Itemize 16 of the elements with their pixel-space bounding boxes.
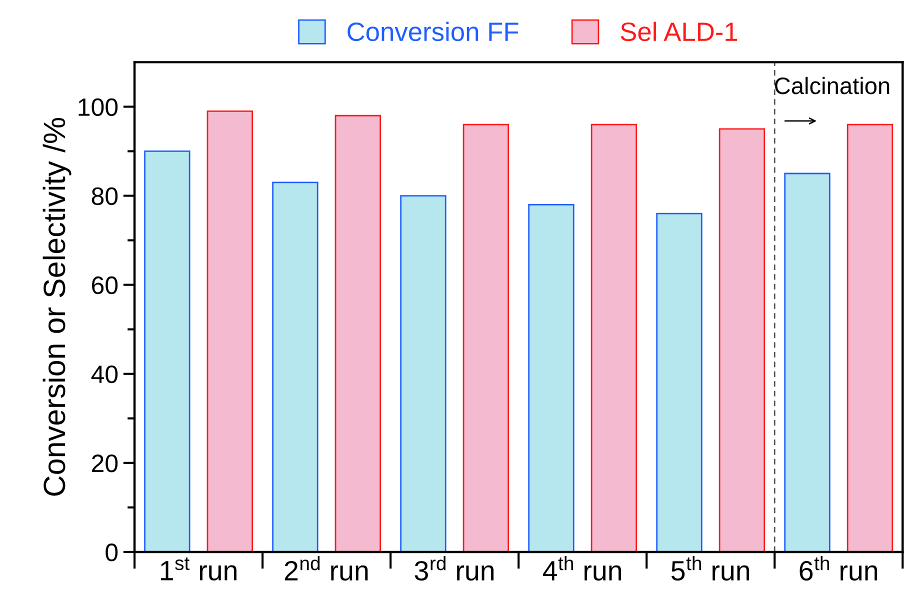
annotation: Calcination bbox=[775, 76, 890, 94]
x-tick-label: 6$^{th}$ run bbox=[800, 556, 878, 581]
x-tick-label: 4$^{th}$ run bbox=[542, 556, 622, 581]
legend-label: Sel ALD-1 bbox=[620, 22, 738, 42]
y-axis-title: Conversion or Selectivity /% bbox=[42, 118, 72, 496]
y-tick-label: 0 bbox=[106, 544, 118, 562]
legend-label: Conversion FF bbox=[348, 22, 518, 42]
y-tick-label: 40 bbox=[91, 365, 118, 384]
x-tick-label: 1$^{st}$ run bbox=[160, 557, 236, 580]
x-tick-label: 3$^{rd}$ run bbox=[414, 556, 494, 581]
y-tick-label: 100 bbox=[78, 98, 118, 116]
x-tick-label: 2$^{nd}$ run bbox=[284, 556, 368, 581]
y-tick-label: 80 bbox=[92, 187, 118, 206]
y-tick-label: 60 bbox=[92, 276, 118, 294]
y-tick-label: 20 bbox=[92, 454, 118, 472]
x-tick-label: 5$^{th}$ run bbox=[671, 556, 750, 581]
